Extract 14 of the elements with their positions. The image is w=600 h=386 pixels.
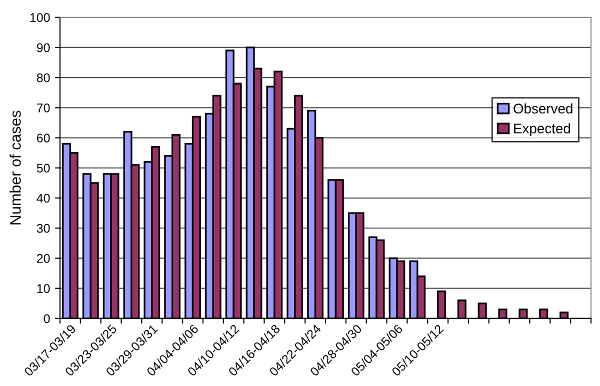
y-tick-label: 20 xyxy=(37,254,50,263)
y-axis-title: Number of cases xyxy=(10,110,21,224)
y-tick-label: 70 xyxy=(37,103,50,112)
y-tick-label: 10 xyxy=(37,284,50,293)
y-tick-label: 50 xyxy=(36,164,50,173)
y-tick-label: 40 xyxy=(36,194,50,203)
y-tick-label: 0 xyxy=(44,314,50,324)
y-tick-label: 90 xyxy=(36,43,50,52)
legend-label: Observed xyxy=(514,103,572,114)
y-tick-label: 80 xyxy=(36,73,50,82)
legend-label: Expected xyxy=(514,123,570,136)
y-tick-label: 30 xyxy=(36,224,50,233)
y-tick-label: 60 xyxy=(37,134,50,142)
y-tick-label: 100 xyxy=(30,13,50,22)
